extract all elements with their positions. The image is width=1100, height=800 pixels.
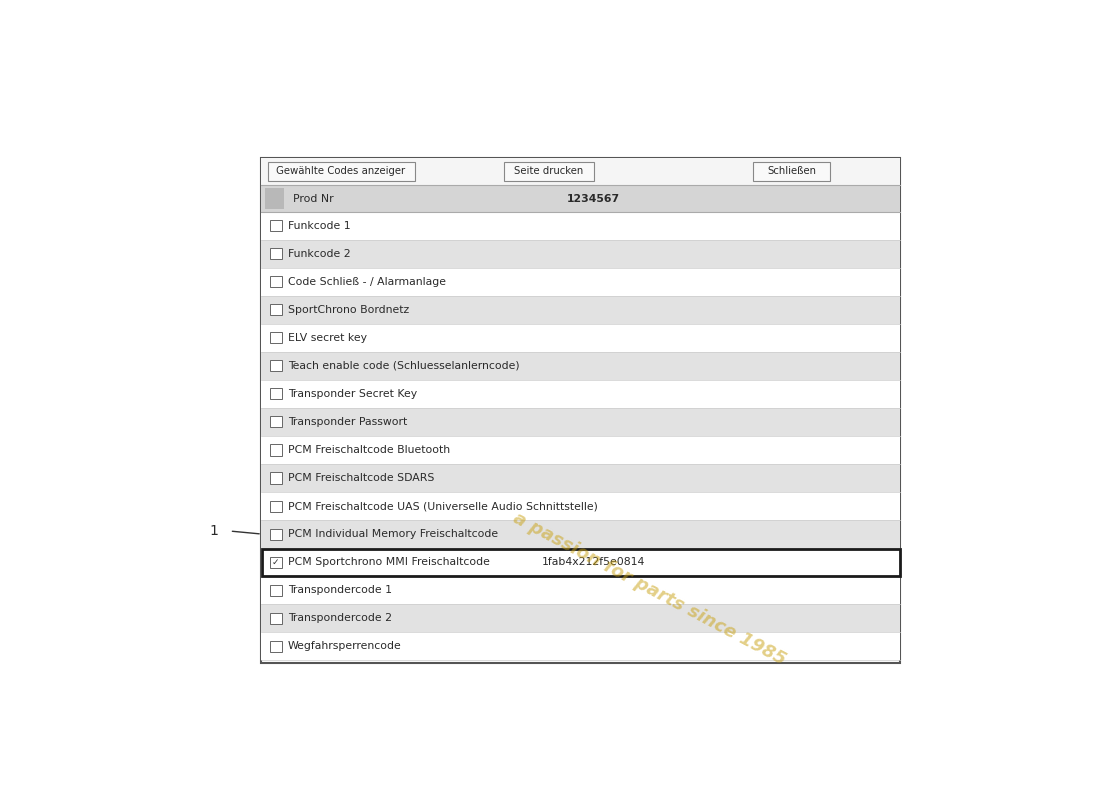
Text: PCM Individual Memory Freischaltcode: PCM Individual Memory Freischaltcode	[288, 529, 498, 539]
Bar	[261, 604, 901, 632]
Bar	[271, 557, 282, 568]
Bar	[267, 162, 415, 182]
Bar	[261, 268, 901, 296]
Bar	[261, 296, 901, 324]
Text: 1: 1	[210, 524, 219, 538]
Bar	[271, 585, 282, 596]
Text: SportChrono Bordnetz: SportChrono Bordnetz	[288, 305, 409, 314]
Bar	[261, 520, 901, 548]
Bar	[261, 576, 901, 604]
Bar	[271, 276, 282, 287]
Text: PCM Sportchrono MMI Freischaltcode: PCM Sportchrono MMI Freischaltcode	[288, 557, 490, 567]
Bar	[271, 332, 282, 343]
Bar	[271, 416, 282, 427]
Bar	[265, 189, 284, 209]
Bar	[261, 492, 901, 520]
Text: 1fab4x212f5e0814: 1fab4x212f5e0814	[542, 557, 646, 567]
Bar	[261, 158, 901, 662]
Bar	[261, 548, 901, 576]
Bar	[271, 445, 282, 455]
Text: Code Schließ - / Alarmanlage: Code Schließ - / Alarmanlage	[288, 277, 446, 286]
Text: PCM Freischaltcode SDARS: PCM Freischaltcode SDARS	[288, 473, 434, 483]
Bar	[261, 632, 901, 660]
Bar	[261, 186, 901, 212]
Bar	[262, 549, 900, 575]
Bar	[271, 473, 282, 483]
Bar	[271, 220, 282, 231]
Bar	[271, 248, 282, 259]
Text: 1234567: 1234567	[566, 194, 620, 203]
Bar	[261, 324, 901, 352]
Bar	[271, 501, 282, 511]
Text: Funkcode 2: Funkcode 2	[288, 249, 351, 258]
Bar	[261, 158, 901, 186]
Bar	[261, 436, 901, 464]
Text: a passion for parts since 1985: a passion for parts since 1985	[509, 509, 789, 669]
Text: ✓: ✓	[272, 558, 279, 566]
Bar	[261, 380, 901, 408]
Bar	[261, 240, 901, 268]
Text: Transponder Secret Key: Transponder Secret Key	[288, 389, 417, 399]
Text: PCM Freischaltcode Bluetooth: PCM Freischaltcode Bluetooth	[288, 445, 450, 455]
Text: Transpondercode 2: Transpondercode 2	[288, 613, 392, 623]
Bar	[261, 408, 901, 436]
Text: Schließen: Schließen	[768, 166, 816, 177]
Bar	[754, 162, 830, 182]
Text: ELV secret key: ELV secret key	[288, 333, 367, 343]
Text: Transpondercode 1: Transpondercode 1	[288, 585, 392, 595]
Bar	[271, 388, 282, 399]
Bar	[271, 304, 282, 315]
Bar	[271, 529, 282, 540]
Text: Prod Nr: Prod Nr	[293, 194, 333, 203]
Text: Wegfahrsperrencode: Wegfahrsperrencode	[288, 642, 402, 651]
Bar	[261, 212, 901, 240]
Text: Teach enable code (Schluesselanlerncode): Teach enable code (Schluesselanlerncode)	[288, 361, 519, 371]
Bar	[261, 464, 901, 492]
Bar	[271, 641, 282, 652]
Text: Seite drucken: Seite drucken	[514, 166, 583, 177]
Bar	[504, 162, 594, 182]
Text: Gewählte Codes anzeiger: Gewählte Codes anzeiger	[276, 166, 406, 177]
Bar	[271, 613, 282, 624]
Text: PCM Freischaltcode UAS (Universelle Audio Schnittstelle): PCM Freischaltcode UAS (Universelle Audi…	[288, 501, 597, 511]
Bar	[271, 360, 282, 371]
Bar	[261, 352, 901, 380]
Text: Funkcode 1: Funkcode 1	[288, 221, 351, 230]
Text: Transponder Passwort: Transponder Passwort	[288, 417, 407, 427]
